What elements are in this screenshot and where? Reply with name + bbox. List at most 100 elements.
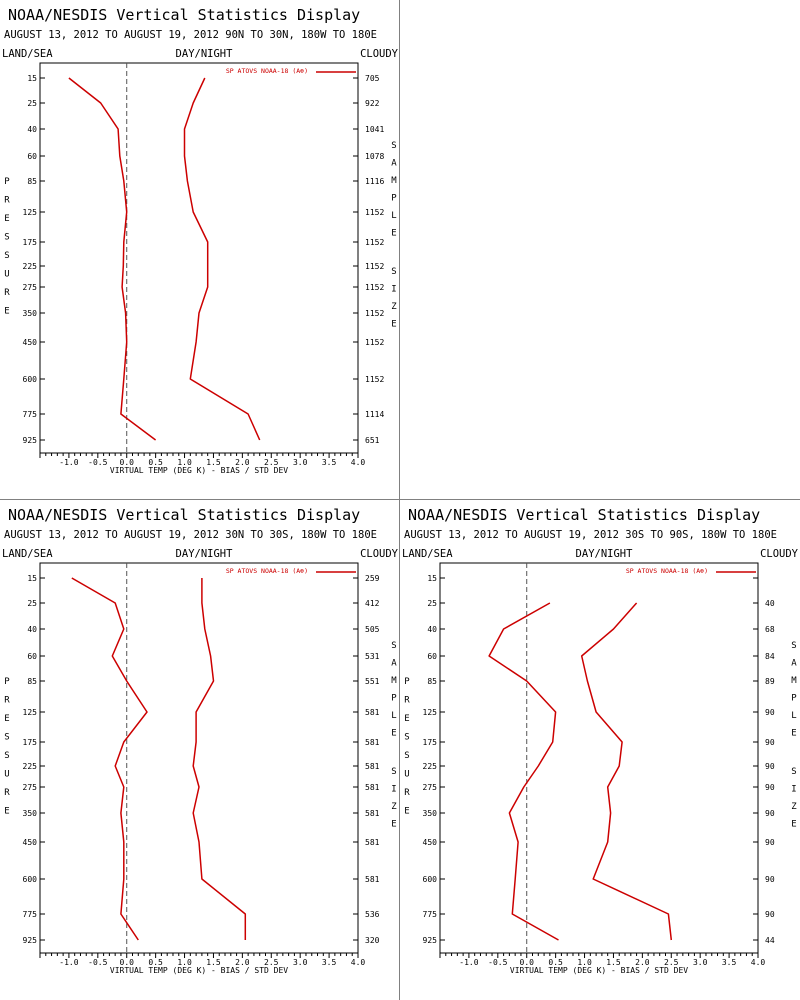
pressure-tick-label: 450 [23, 838, 38, 847]
series-line-bias [71, 577, 148, 941]
y-axis-label-letter: U [4, 770, 9, 780]
sample-size-tick-label: 705 [365, 74, 380, 83]
pressure-tick-label: 125 [423, 708, 438, 717]
y2-axis-label-letter: E [391, 229, 396, 239]
sample-size-tick-label: 1041 [365, 125, 384, 134]
x-tick-label: 0.0 [120, 458, 135, 467]
y-axis-label-letter: E [4, 714, 9, 724]
y2-axis-label-letter: E [391, 820, 396, 830]
y2-axis-label-letter: S [391, 641, 396, 651]
sample-size-tick-label: 531 [365, 652, 380, 661]
y2-axis-label-letter: Z [391, 802, 397, 812]
chart-svg: NOAA/NESDIS Vertical Statistics Display A… [2, 6, 399, 475]
x-tick-label: 2.0 [235, 458, 250, 467]
pressure-tick-label: 225 [23, 262, 38, 271]
y2-axis-label-letter: M [391, 176, 397, 186]
plot-frame [39, 62, 359, 454]
y2-axis-label-letter: P [791, 694, 797, 704]
pressure-tick-label: 350 [423, 809, 438, 818]
sample-size-tick-label: 581 [365, 875, 380, 884]
legend-label: SP ATOVS NOAA-18 (A⊕) [226, 567, 308, 575]
y-axis-label-letter: E [404, 807, 409, 817]
pressure-tick-label: 15 [27, 74, 37, 83]
x-axis-label: VIRTUAL TEMP (DEG K) - BIAS / STD DEV [110, 966, 288, 975]
pressure-tick-label: 125 [23, 708, 38, 717]
pressure-tick-label: 175 [23, 238, 38, 247]
chart-subtitle: AUGUST 13, 2012 TO AUGUST 19, 2012 30S T… [404, 529, 777, 541]
x-tick-label: 2.0 [635, 958, 650, 967]
pressure-tick-label: 925 [23, 436, 38, 445]
y2-axis-label-letter: M [391, 676, 397, 686]
sample-size-tick-label: 259 [365, 574, 380, 583]
y-axis-label-letter: U [404, 770, 409, 780]
x-tick-label: 4.0 [351, 958, 366, 967]
y-axis-label-letter: S [4, 251, 9, 261]
x-tick-label: 1.5 [606, 958, 621, 967]
y2-axis-label-letter: I [391, 285, 396, 295]
pressure-tick-label: 25 [27, 99, 37, 108]
pressure-tick-label: 225 [23, 762, 38, 771]
pressure-tick-label: 600 [423, 875, 438, 884]
y2-axis-label-letter: S [391, 141, 396, 151]
x-tick-label: 1.0 [177, 958, 192, 967]
x-tick-label: 1.0 [577, 958, 592, 967]
pressure-tick-label: 175 [423, 738, 438, 747]
y2-axis-label-letter: M [791, 676, 797, 686]
x-tick-label: -1.0 [59, 458, 78, 467]
sample-size-tick-label: 551 [365, 677, 380, 686]
sample-size-tick-label: 1152 [365, 338, 384, 347]
header-label-cloudy: CLOUDY [360, 548, 399, 560]
x-tick-label: -0.5 [88, 958, 107, 967]
pressure-tick-label: 600 [23, 375, 38, 384]
sample-size-tick-label: 412 [365, 599, 380, 608]
x-tick-label: 3.5 [322, 958, 337, 967]
sample-size-tick-label: 84 [765, 652, 775, 661]
y-axis-label-letter: R [4, 288, 10, 298]
pressure-tick-label: 85 [427, 677, 437, 686]
y-axis-label-letter: R [404, 696, 410, 706]
x-axis-label: VIRTUAL TEMP (DEG K) - BIAS / STD DEV [110, 466, 288, 475]
y-axis-label-letter: U [4, 270, 9, 280]
y2-axis-label-letter: L [791, 711, 796, 721]
y2-axis-label-letter: E [391, 320, 396, 330]
y2-axis-label-letter: I [391, 785, 396, 795]
sample-size-tick-label: 581 [365, 738, 380, 747]
x-tick-label: 1.0 [177, 458, 192, 467]
header-label-land-sea: LAND/SEA [2, 548, 53, 560]
pressure-tick-label: 225 [423, 762, 438, 771]
x-tick-label: 2.5 [264, 458, 279, 467]
sample-size-tick-label: 90 [765, 762, 775, 771]
sample-size-tick-label: 1116 [365, 177, 384, 186]
x-tick-label: 3.5 [722, 958, 737, 967]
x-tick-label: 0.5 [148, 458, 163, 467]
y2-axis-label-letter: L [391, 211, 396, 221]
y-axis-label-letter: S [4, 733, 9, 743]
x-tick-label: 2.5 [264, 958, 279, 967]
y2-axis-label-letter: Z [391, 302, 397, 312]
chart-svg: NOAA/NESDIS Vertical Statistics Display A… [2, 506, 399, 975]
y2-axis-label-letter: S [791, 641, 796, 651]
y-axis-label-letter: P [4, 677, 10, 687]
legend-label: SP ATOVS NOAA-18 (A⊕) [226, 67, 308, 75]
legend-label: SP ATOVS NOAA-18 (A⊕) [626, 567, 708, 575]
series-line-std-dev [183, 77, 261, 441]
sample-size-tick-label: 536 [365, 910, 380, 919]
y-axis-label-letter: E [4, 807, 9, 817]
pressure-tick-label: 775 [423, 910, 438, 919]
sample-size-tick-label: 505 [365, 625, 380, 634]
pressure-tick-label: 15 [27, 574, 37, 583]
x-tick-label: 2.0 [235, 958, 250, 967]
sample-size-tick-label: 320 [365, 936, 380, 945]
x-tick-label: 2.5 [664, 958, 679, 967]
pressure-tick-label: 925 [423, 936, 438, 945]
pressure-tick-label: 925 [23, 936, 38, 945]
y-axis-label-letter: E [4, 307, 9, 317]
sample-size-tick-label: 1152 [365, 262, 384, 271]
sample-size-tick-label: 68 [765, 625, 775, 634]
y-axis-label-letter: E [404, 714, 409, 724]
pressure-tick-label: 85 [27, 677, 37, 686]
pressure-tick-label: 275 [23, 783, 38, 792]
sample-size-tick-label: 90 [765, 783, 775, 792]
x-tick-label: 3.0 [293, 958, 308, 967]
sample-size-tick-label: 89 [765, 677, 775, 686]
